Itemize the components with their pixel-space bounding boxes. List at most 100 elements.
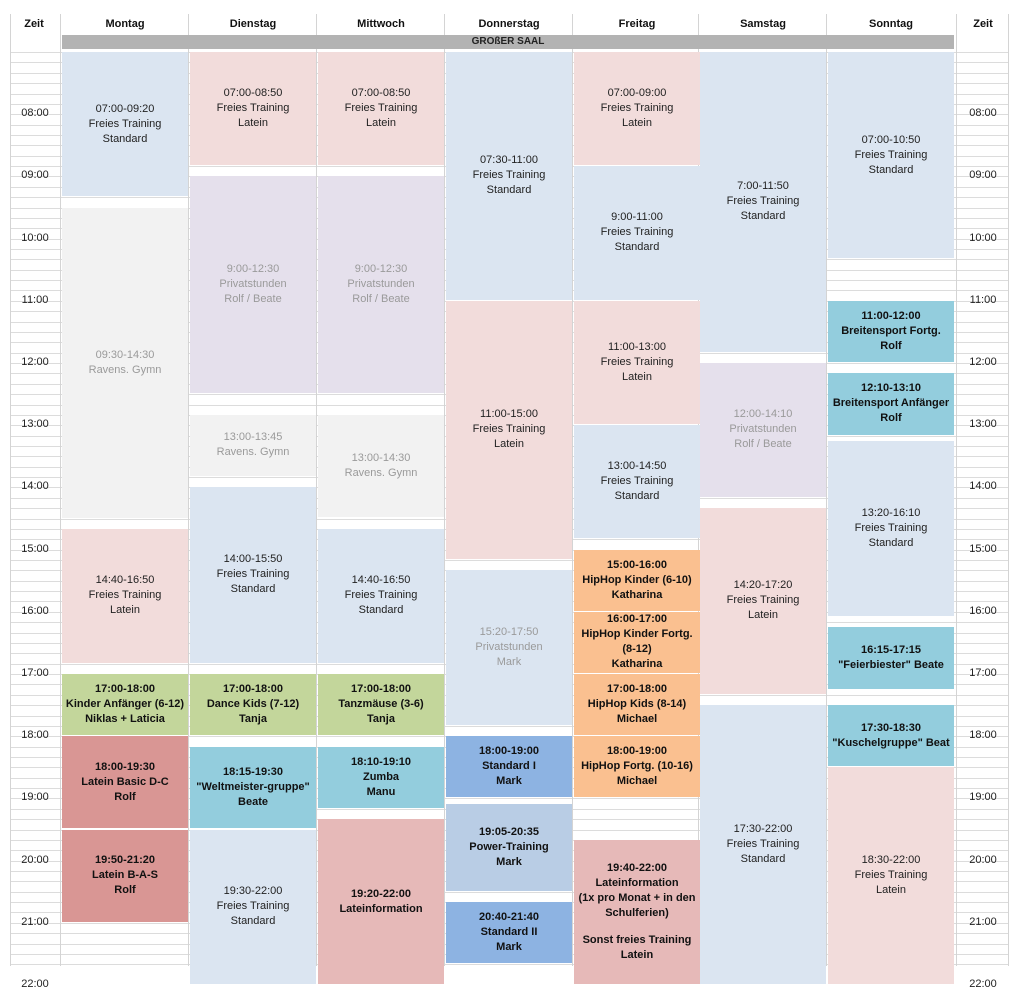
event-block: 11:00-13:00 Freies Training Latein [574, 300, 700, 425]
event-text: Freies Training [216, 102, 290, 114]
event-time: 15:20-17:50 [479, 626, 539, 639]
event-text: Freies Training [726, 594, 800, 607]
event-block: 07:00-10:50 Freies Training Standard [828, 52, 954, 259]
time-label-left-1300: 13:00 [21, 418, 49, 431]
event-block: 12:00-14:10 Privatstunden Rolf / Beate [700, 363, 826, 497]
time-label-right-1500: 15:00 [969, 542, 997, 555]
event-time: 07:00-10:50 [861, 133, 921, 146]
event-text: Standard [102, 132, 148, 145]
time-label-left-1600: 16:00 [21, 604, 49, 617]
grid-line [10, 964, 1008, 966]
time-label-left-1800: 18:00 [21, 729, 49, 742]
event-text: Mark [496, 855, 522, 868]
event-time: 12:10-13:10 [861, 382, 921, 395]
time-label-right-1100: 11:00 [969, 293, 997, 306]
event-text: Sonst freies Training [582, 933, 692, 946]
event-text: Manu [366, 785, 396, 798]
grid-column-line [444, 14, 445, 966]
event-time: 07:00-08:50 [223, 87, 283, 99]
header-day-sonntag: Sonntag [869, 18, 913, 30]
time-label-left-1400: 14:00 [21, 480, 49, 493]
event-block: 15:20-17:50 Privatstunden Mark [446, 570, 572, 725]
grid-column-line [10, 14, 11, 966]
grid-column-line [572, 14, 573, 966]
event-block: 16:15-17:15 "Feierbiester" Beate [828, 627, 954, 689]
event-text: (8-12) [622, 643, 652, 656]
event-text: Rolf [880, 412, 902, 425]
event-text: Mark [496, 941, 522, 954]
event-text: Breitensport Anfänger [832, 397, 950, 410]
event-text: Tanzmäuse (3-6) [338, 698, 424, 711]
event-block: 7:00-11:50 Freies Training Standard [700, 52, 826, 352]
event-time: 19:20-22:00 [351, 887, 411, 900]
event-time: 16:15-17:15 [861, 643, 921, 656]
event-text: Katharina [611, 588, 663, 601]
header-day-dienstag: Dienstag [229, 18, 277, 30]
event-block: 15:00-16:00 HipHop Kinder (6-10) Katharina [574, 549, 700, 611]
event-text: Standard [230, 583, 276, 596]
event-block: 19:30-22:00 Freies Training Standard [190, 829, 316, 984]
event-text: Freies Training [472, 169, 546, 182]
event-text: Standard [486, 184, 532, 197]
event-text: Freies Training [600, 226, 674, 239]
event-text: Standard [740, 853, 786, 866]
header-day-donnerstag: Donnerstag [478, 18, 540, 30]
event-block: 14:20-17:20 Freies Training Latein [700, 508, 826, 694]
event-text: Freies Training [216, 568, 290, 581]
event-text: Niklas + Laticia [85, 713, 165, 726]
time-label-right-0900: 09:00 [969, 169, 997, 182]
event-time: 18:10-19:10 [351, 755, 411, 768]
event-text: Latein [748, 609, 778, 622]
event-block: 18:00-19:00 Standard I Mark [446, 736, 572, 798]
time-label-left-1500: 15:00 [21, 542, 49, 555]
event-block: 17:00-18:00 Kinder Anfänger (6-12) Niklas … [62, 674, 188, 736]
event-text: Freies Training [600, 102, 674, 114]
time-label-left-1200: 12:00 [21, 356, 49, 368]
time-label-left-1000: 10:00 [21, 231, 49, 244]
event-block: 14:00-15:50 Freies Training Standard [190, 487, 316, 663]
event-text: Latein [622, 117, 652, 129]
event-text: Katharina [611, 658, 663, 671]
event-block: 18:00-19:00 HipHop Fortg. (10-16) Michael [574, 736, 700, 798]
grid-line [10, 798, 1008, 800]
event-text: Breitensport Fortg. [841, 324, 941, 337]
event-text: Michael [616, 775, 658, 788]
event-block: 17:30-18:30 "Kuschelgruppe" Beat [828, 705, 954, 767]
grid-column-line [956, 14, 957, 966]
event-text: Latein [494, 438, 524, 451]
time-label-left-2200: 22:00 [21, 978, 49, 990]
event-time: 17:00-18:00 [223, 683, 283, 696]
event-text: Privatstunden [475, 641, 543, 654]
time-label-left-2100: 21:00 [21, 915, 49, 928]
event-text: HipHop Fortg. (10-16) [581, 760, 693, 773]
grid-line [10, 891, 1008, 893]
event-block: 19:40-22:00 Lateinformation (1x pro Monat … [574, 839, 700, 984]
event-block: 13:00-14:30 Ravens. Gymn [318, 414, 444, 518]
event-text: Ravens. Gymn [88, 363, 162, 376]
event-text: Schulferien) [605, 906, 669, 919]
event-block: 12:10-13:10 Breitensport Anfänger Rolf [828, 373, 954, 435]
event-text: Zumba [362, 770, 400, 783]
event-block: 11:00-15:00 Freies Training Latein [446, 300, 572, 559]
event-text: Latein Basic D-C [81, 775, 169, 788]
event-time: 9:00-11:00 [611, 211, 663, 224]
time-label-right-1300: 13:00 [969, 418, 997, 431]
event-text: Freies Training [600, 355, 674, 368]
event-block: 18:00-19:30 Latein Basic D-C Rolf [62, 736, 188, 829]
header-day-freitag: Freitag [618, 18, 656, 30]
event-text: Lateinformation [339, 902, 423, 915]
event-text: Privatstunden [729, 423, 797, 436]
event-text: Standard [358, 604, 404, 617]
event-text: Power-Training [469, 840, 549, 853]
time-label-right-2000: 20:00 [969, 853, 997, 866]
event-text: Latein [110, 604, 140, 617]
grid-column-line [316, 14, 317, 966]
event-text: Tanja [367, 713, 395, 726]
time-label-left-0900: 09:00 [21, 169, 49, 182]
time-label-right-1800: 18:00 [969, 729, 997, 742]
event-block: 07:00-09:00 Freies Training Latein [574, 52, 700, 165]
event-block: 14:40-16:50 Freies Training Latein [62, 528, 188, 663]
event-time: 07:00-09:20 [95, 102, 155, 115]
event-time: 19:05-20:35 [479, 825, 539, 838]
grid-column-line [188, 14, 189, 966]
